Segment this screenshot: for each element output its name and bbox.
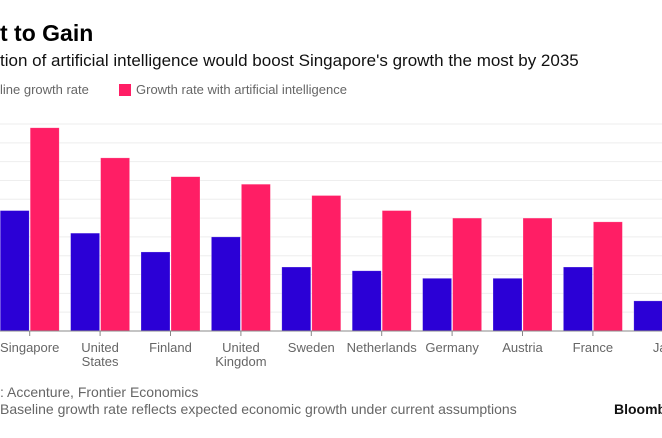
bar-baseline-netherlands [351,270,382,332]
x-tick-label: France [573,340,613,355]
bar-baseline-united-states [70,232,100,332]
x-tick-label: United [222,340,260,355]
x-tick-label: Netherlands [347,340,418,355]
bar-ai-singapore [29,127,60,332]
bar-baseline-germany [422,278,452,332]
bar-baseline-japan [633,300,662,332]
bar-ai-austria [522,217,553,332]
bloomberg-logo: Bloomb [614,401,662,417]
legend-swatch [119,83,131,96]
x-tick-label: Singapore [0,340,59,355]
bar-ai-united-states [100,157,130,332]
bar-baseline-france [563,266,593,332]
note-text: Baseline growth rate reflects expected e… [0,401,517,417]
bar-baseline-austria [492,278,523,332]
legend-item-baseline: line growth rate [0,82,89,97]
chart-title: t to Gain [0,20,94,46]
x-tick-label: Sweden [288,340,335,355]
legend-label: line growth rate [0,82,89,97]
chart-subtitle: tion of artificial intelligence would bo… [0,51,579,70]
x-tick-label: Austria [502,340,543,355]
bar-ai-finland [170,176,201,332]
bar-ai-france [593,221,623,332]
x-tick-label: Kingdom [215,354,266,369]
x-tick-label: States [82,354,119,369]
x-tick-label: Jap [653,340,662,355]
bar-baseline-sweden [281,266,312,332]
x-tick-label: Finland [149,340,192,355]
bar-baseline-finland [140,251,171,332]
bar-ai-united-kingdom [241,183,271,332]
source-text: : Accenture, Frontier Economics [0,384,199,400]
bar-baseline-singapore [0,210,30,332]
bar-baseline-united-kingdom [211,236,241,332]
bar-ai-germany [452,217,482,332]
legend-item-ai: Growth rate with artificial intelligence [119,82,347,97]
bar-ai-sweden [311,195,342,332]
x-tick-label: United [81,340,119,355]
bar-ai-netherlands [381,210,412,332]
legend-label: Growth rate with artificial intelligence [136,82,347,97]
x-tick-label: Germany [425,340,479,355]
